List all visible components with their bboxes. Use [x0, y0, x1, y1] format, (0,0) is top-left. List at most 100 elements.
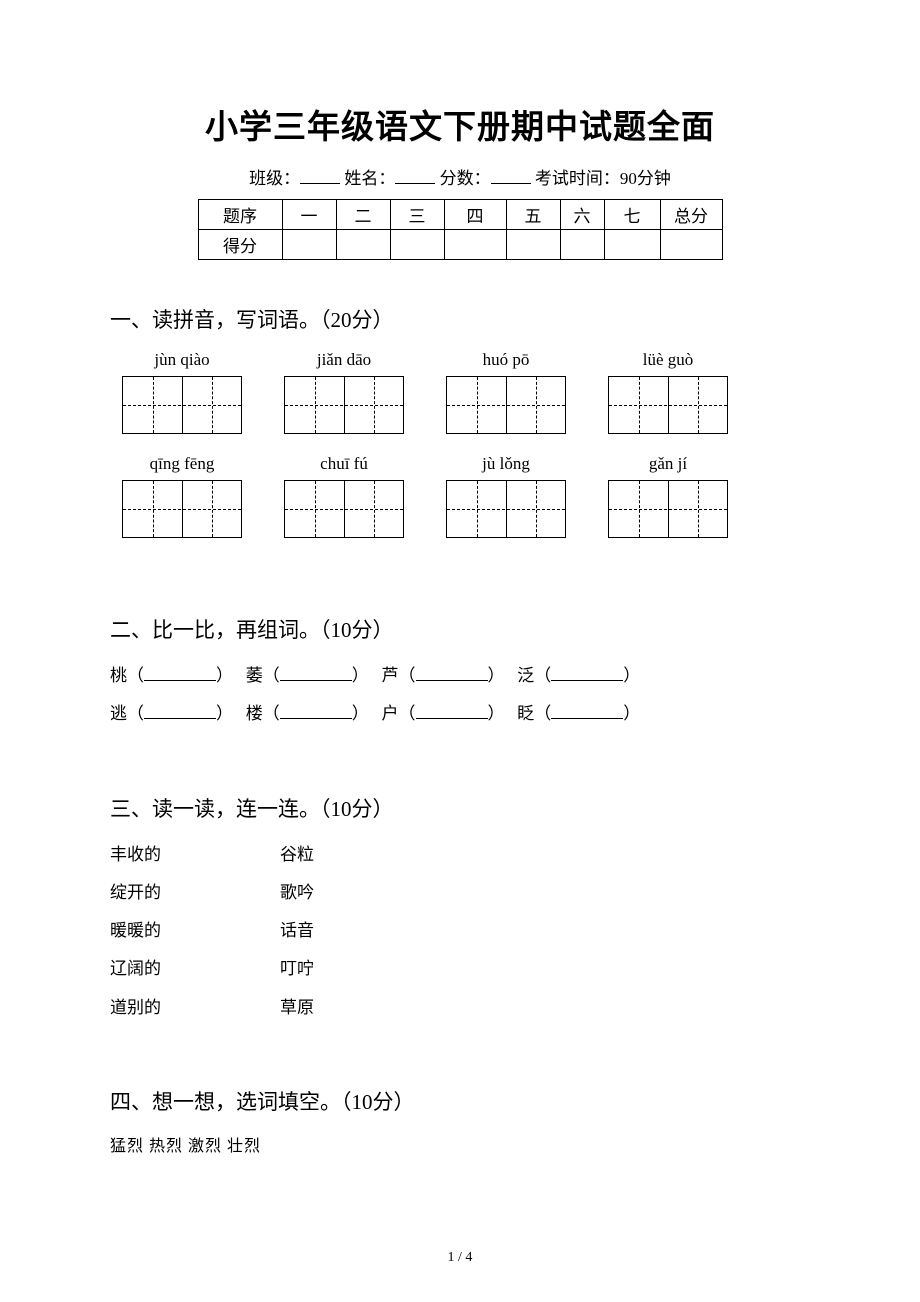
class-blank[interactable]	[300, 167, 340, 184]
tianzige-box[interactable]	[608, 480, 728, 538]
q2-char: 芦（	[382, 666, 416, 685]
q3-pairs: 丰收的谷粒绽开的歌吟暖暖的话音辽阔的叮咛道别的草原	[110, 839, 810, 1024]
q3-heading: 三、读一读，连一连。（10分）	[110, 793, 810, 823]
exam-meta-line: 班级： 姓名： 分数： 考试时间：90分钟	[110, 164, 810, 189]
q3-row: 绽开的歌吟	[110, 877, 810, 909]
score-blank-cell[interactable]	[336, 230, 390, 260]
exam-title: 小学三年级语文下册期中试题全面	[110, 100, 810, 148]
q2-fill-blank[interactable]	[551, 702, 623, 719]
q2-char: 户（	[382, 704, 416, 723]
q3-row: 丰收的谷粒	[110, 839, 810, 871]
tianzige-box[interactable]	[122, 480, 242, 538]
q3-right: 草原	[280, 992, 314, 1024]
score-blank-cell[interactable]	[660, 230, 722, 260]
tianzige-box[interactable]	[284, 376, 404, 434]
q2-paren-close: ）	[488, 704, 505, 723]
q3-right: 话音	[280, 915, 314, 947]
q3-left: 绽开的	[110, 877, 280, 909]
tianzige-box[interactable]	[446, 376, 566, 434]
q2-fill-blank[interactable]	[416, 702, 488, 719]
pinyin-label: lüè guò	[608, 350, 728, 370]
score-header-cell: 二	[336, 200, 390, 230]
tianzige-box[interactable]	[122, 376, 242, 434]
pinyin-label: qīng fēng	[122, 454, 242, 474]
score-row-label: 得分	[198, 230, 282, 260]
q1-heading: 一、读拼音，写词语。（20分）	[110, 304, 810, 334]
pinyin-label: chuī fú	[284, 454, 404, 474]
score-header-cell: 五	[506, 200, 560, 230]
class-label: 班级：	[249, 169, 300, 188]
pinyin-label: jùn qiào	[122, 350, 242, 370]
tianzige-box[interactable]	[284, 480, 404, 538]
q2-heading: 二、比一比，再组词。（10分）	[110, 614, 810, 644]
score-header-cell: 六	[560, 200, 604, 230]
name-label: 姓名：	[344, 169, 395, 188]
score-header-cell: 三	[390, 200, 444, 230]
q2-char: 萎（	[246, 666, 280, 685]
q2-fill-blank[interactable]	[144, 702, 216, 719]
q2-paren-close: ）	[623, 704, 640, 723]
score-label: 分数：	[440, 169, 491, 188]
exam-page: 小学三年级语文下册期中试题全面 班级： 姓名： 分数： 考试时间：90分钟 题序…	[0, 0, 920, 1302]
score-header-row: 题序一二三四五六七总分	[198, 200, 722, 230]
q2-fill-blank[interactable]	[551, 664, 623, 681]
q2-line: 逃（ ） 楼（ ） 户（ ） 眨（ ）	[110, 698, 810, 730]
pinyin-label: jiǎn dāo	[284, 350, 404, 370]
score-header-cell: 题序	[198, 200, 282, 230]
score-blank-cell[interactable]	[604, 230, 660, 260]
score-header-cell: 一	[282, 200, 336, 230]
pinyin-label: huó pō	[446, 350, 566, 370]
q3-left: 丰收的	[110, 839, 280, 871]
q3-right: 歌吟	[280, 877, 314, 909]
page-number: 1 / 4	[0, 1250, 920, 1266]
q3-row: 道别的草原	[110, 992, 810, 1024]
score-blank[interactable]	[491, 167, 531, 184]
q1-pinyin-row-2: qīng fēng chuī fú jù lǒng gǎn jí	[110, 454, 810, 474]
q2-paren-close: ）	[216, 704, 233, 723]
tianzige-box[interactable]	[608, 376, 728, 434]
q3-row: 辽阔的叮咛	[110, 953, 810, 985]
score-blank-row: 得分	[198, 230, 722, 260]
q3-left: 辽阔的	[110, 953, 280, 985]
tianzige-box[interactable]	[446, 480, 566, 538]
name-blank[interactable]	[395, 167, 435, 184]
q2-paren-close: ）	[488, 666, 505, 685]
time-label: 考试时间：90分钟	[535, 169, 671, 188]
score-blank-cell[interactable]	[390, 230, 444, 260]
q4-words: 猛烈 热烈 激烈 壮烈	[110, 1132, 810, 1156]
q3-right: 叮咛	[280, 953, 314, 985]
score-blank-cell[interactable]	[282, 230, 336, 260]
q2-char: 楼（	[246, 704, 280, 723]
q2-paren-close: ）	[352, 704, 369, 723]
q2-fill-blank[interactable]	[280, 664, 352, 681]
q2-char: 桃（	[110, 666, 144, 685]
q2-paren-close: ）	[352, 666, 369, 685]
q3-row: 暖暖的话音	[110, 915, 810, 947]
q3-left: 道别的	[110, 992, 280, 1024]
q3-right: 谷粒	[280, 839, 314, 871]
score-blank-cell[interactable]	[506, 230, 560, 260]
score-header-cell: 总分	[660, 200, 722, 230]
q4-heading: 四、想一想，选词填空。（10分）	[110, 1086, 810, 1116]
pinyin-label: jù lǒng	[446, 454, 566, 474]
q2-paren-close: ）	[623, 666, 640, 685]
q2-lines: 桃（ ） 萎（ ） 芦（ ） 泛（ ） 逃（ ） 楼（ ） 户（ ） 眨（ ）	[110, 660, 810, 731]
score-table: 题序一二三四五六七总分 得分	[198, 199, 723, 260]
pinyin-label: gǎn jí	[608, 454, 728, 474]
q1-boxes-row-1	[110, 376, 810, 434]
q1-pinyin-row-1: jùn qiào jiǎn dāo huó pō lüè guò	[110, 350, 810, 370]
score-header-cell: 七	[604, 200, 660, 230]
q2-char: 眨（	[517, 704, 551, 723]
q1-boxes-row-2	[110, 480, 810, 538]
q2-fill-blank[interactable]	[144, 664, 216, 681]
q2-char: 泛（	[517, 666, 551, 685]
q3-left: 暖暖的	[110, 915, 280, 947]
score-blank-cell[interactable]	[444, 230, 506, 260]
q2-char: 逃（	[110, 704, 144, 723]
q2-fill-blank[interactable]	[416, 664, 488, 681]
q2-fill-blank[interactable]	[280, 702, 352, 719]
q2-line: 桃（ ） 萎（ ） 芦（ ） 泛（ ）	[110, 660, 810, 692]
score-blank-cell[interactable]	[560, 230, 604, 260]
score-header-cell: 四	[444, 200, 506, 230]
q2-paren-close: ）	[216, 666, 233, 685]
